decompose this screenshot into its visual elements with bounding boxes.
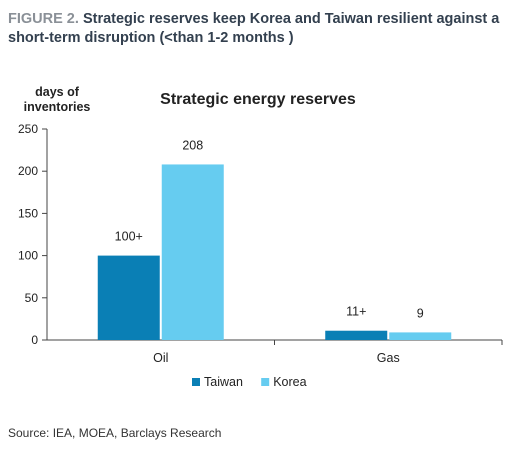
bar-taiwan-oil bbox=[97, 255, 160, 340]
y-tick-label: 100 bbox=[18, 249, 38, 263]
y-tick-label: 0 bbox=[31, 333, 38, 347]
y-tick-label: 250 bbox=[18, 122, 38, 136]
y-axis-title: inventories bbox=[24, 100, 91, 114]
y-tick-label: 200 bbox=[18, 164, 38, 178]
bar-korea-gas bbox=[389, 332, 452, 340]
data-label: 100+ bbox=[115, 230, 143, 244]
legend-label-korea: Korea bbox=[273, 375, 306, 389]
x-tick-label: Gas bbox=[377, 351, 400, 365]
figure-title: FIGURE 2. Strategic reserves keep Korea … bbox=[8, 10, 508, 48]
figure-label: FIGURE 2. bbox=[8, 11, 79, 27]
data-label: 11+ bbox=[346, 305, 366, 319]
y-tick-label: 150 bbox=[18, 206, 38, 220]
source-note: Source: IEA, MOEA, Barclays Research bbox=[8, 426, 222, 440]
bar-korea-oil bbox=[161, 164, 224, 340]
legend-swatch-taiwan bbox=[192, 378, 200, 386]
y-axis-title: days of bbox=[35, 85, 80, 99]
x-tick-label: Oil bbox=[153, 351, 168, 365]
legend-swatch-korea bbox=[261, 378, 270, 386]
legend-label-taiwan: Taiwan bbox=[204, 375, 243, 389]
bar-taiwan-gas bbox=[325, 330, 388, 340]
y-tick-label: 50 bbox=[25, 291, 39, 305]
figure-title-text: Strategic reserves keep Korea and Taiwan… bbox=[8, 11, 500, 46]
chart-title: Strategic energy reserves bbox=[160, 91, 356, 108]
data-label: 9 bbox=[417, 306, 424, 320]
data-label: 208 bbox=[182, 138, 203, 152]
